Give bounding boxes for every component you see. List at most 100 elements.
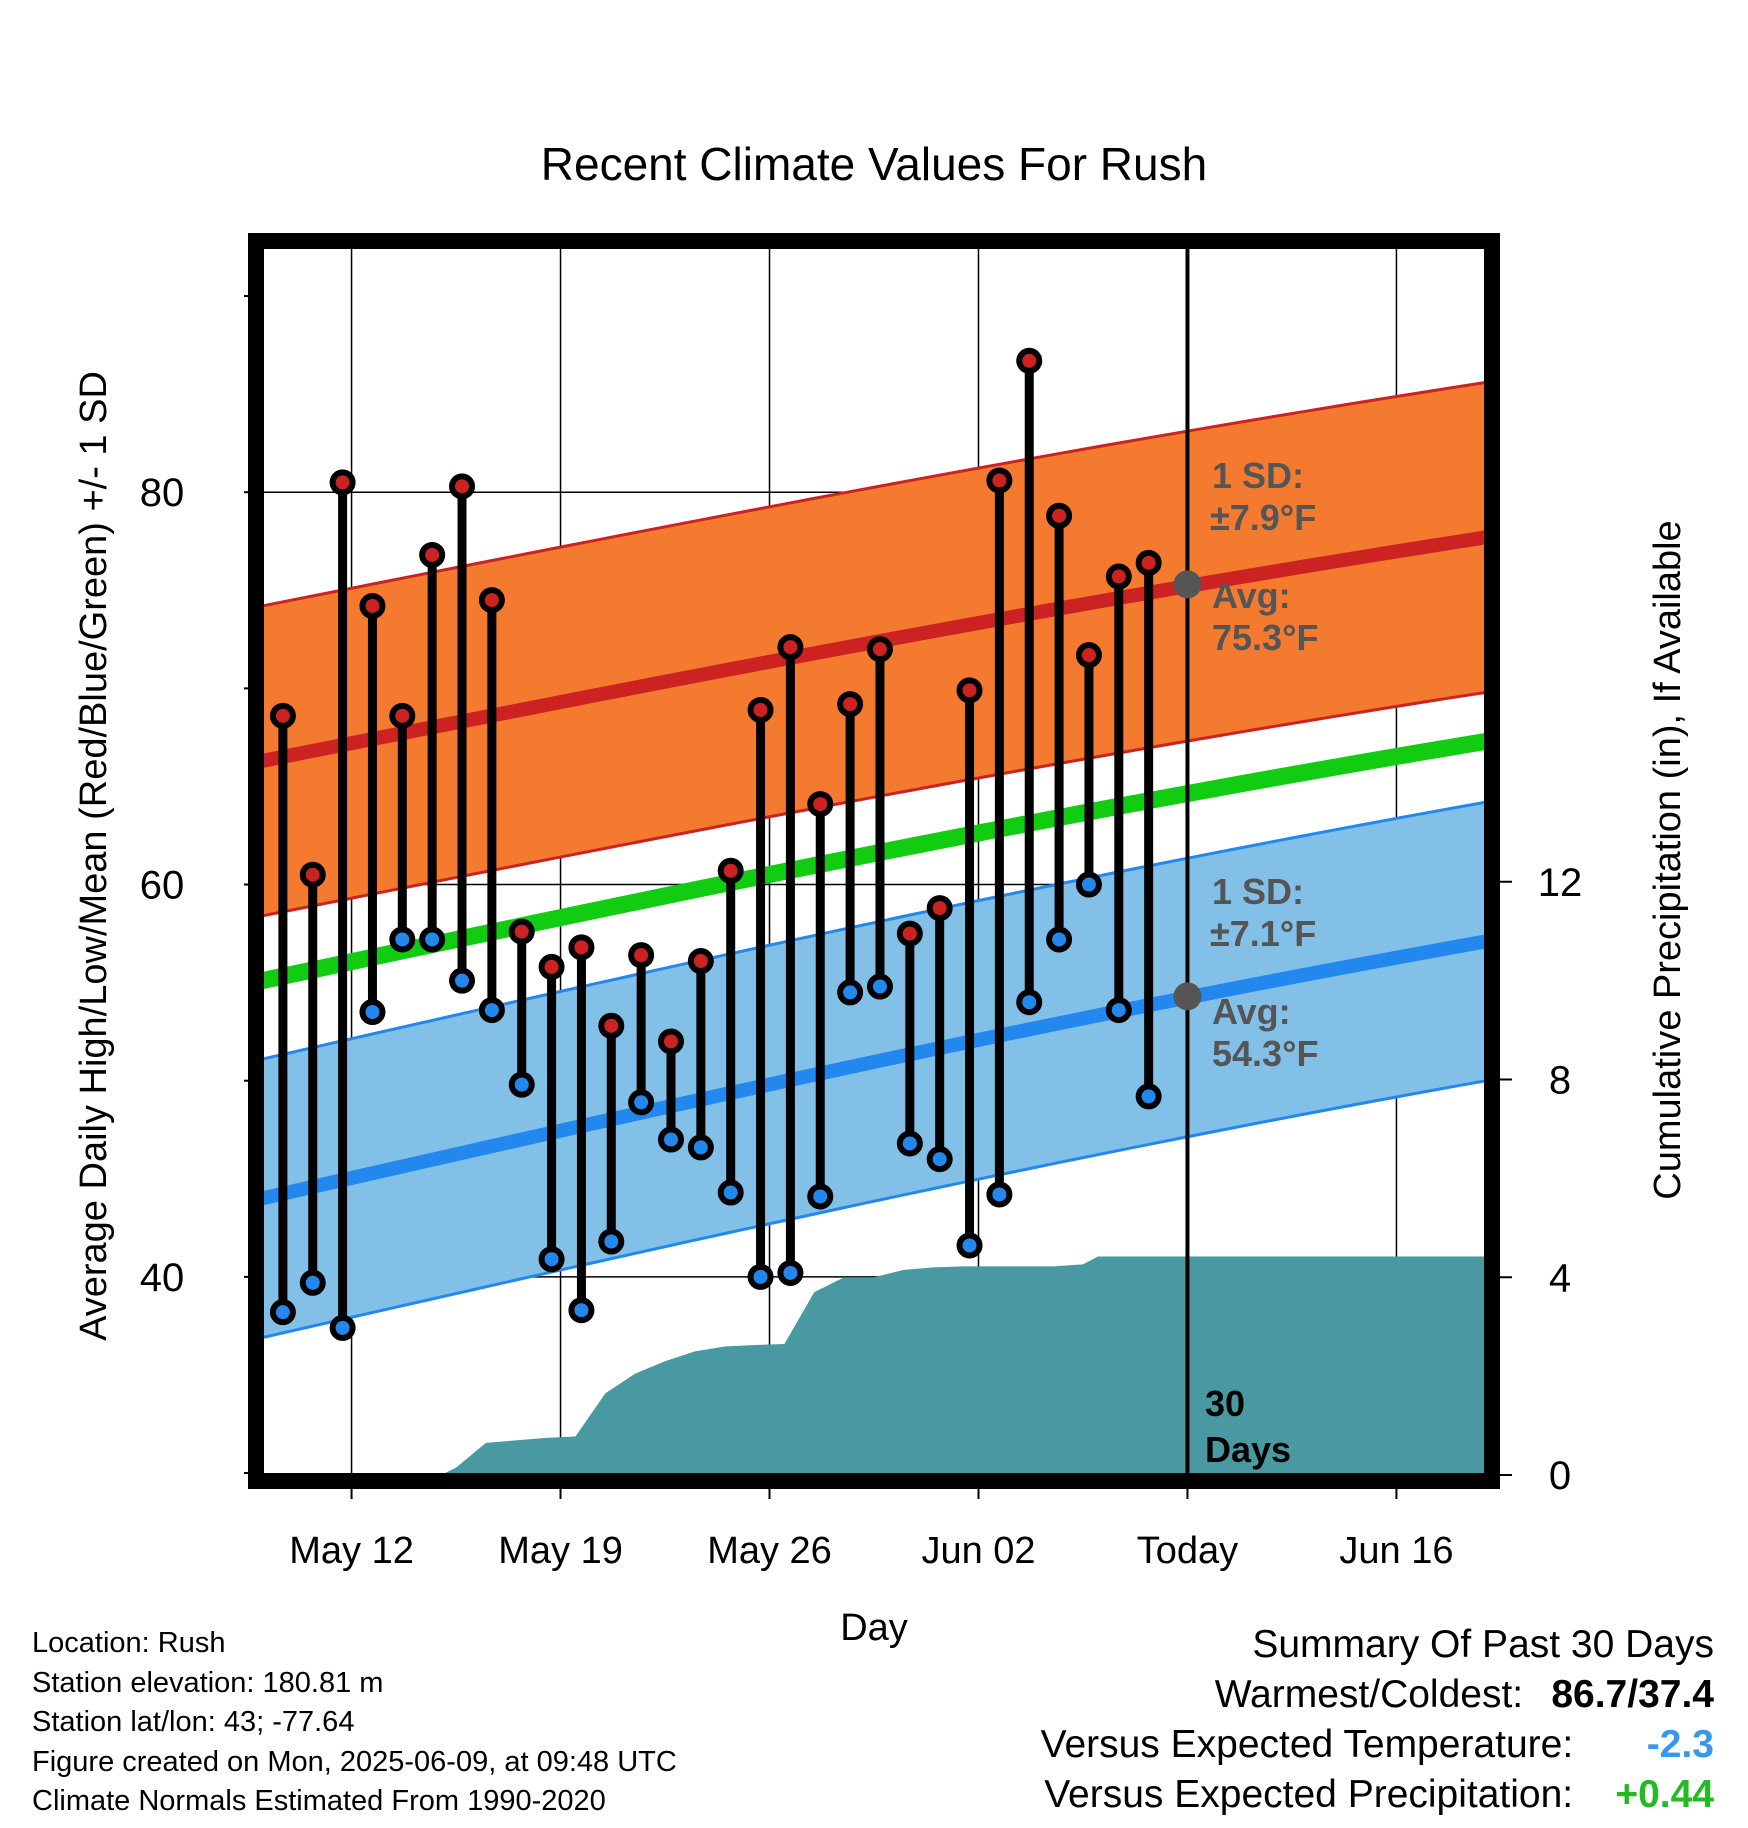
precip-value: +0.44 [1615,1773,1714,1816]
warm-cold-label: Warmest/Coldest: [1214,1673,1524,1716]
x-tick-label: May 19 [498,1530,623,1572]
y-right-tick-label: 0 [1549,1454,1571,1498]
day-observation [419,541,446,953]
day-observation [598,1012,625,1255]
temp-label: Versus Expected Temperature: [1040,1723,1574,1766]
temp-value: -2.3 [1646,1723,1714,1766]
daily-high-point [269,702,296,729]
daily-low-point [299,1269,326,1296]
daily-low-point [419,926,446,953]
daily-low-point [837,979,864,1006]
day-observation [837,691,864,1006]
low-avg-label: Avg: [1212,991,1291,1032]
daily-high-point [956,677,983,704]
daily-low-point [508,1071,535,1098]
day-observation [1075,642,1102,898]
annotations: 1 SD: ±7.9°F Avg: 75.3°F 1 SD: ±7.1°F Av… [1205,455,1318,1470]
daily-low-point [598,1228,625,1255]
high-avg-value: 75.3°F [1212,617,1318,658]
daily-low-point [1135,1083,1162,1110]
y-axis-right-label: Cumulative Precipitation (in), If Availa… [1647,520,1689,1199]
day-observation [538,953,565,1273]
daily-low-point [777,1259,804,1286]
day-observation [866,636,893,1000]
daily-low-point [717,1179,744,1206]
low-band-upper-edge [262,800,1486,1061]
day-observation [986,467,1013,1208]
daily-low-point [628,1089,655,1116]
daily-high-point [687,948,714,975]
day-observation [657,1028,684,1153]
normal-low-line [262,934,1486,1206]
low-avg-value: 54.3°F [1212,1033,1318,1074]
daily-high-point [657,1028,684,1055]
daily-high-point [1046,502,1073,529]
today-high-avg-point [1173,570,1202,599]
day-observation [299,861,326,1296]
y-right-tick-label: 4 [1549,1256,1571,1300]
summary-title: Summary Of Past 30 Days [1252,1623,1714,1666]
summary-warm-cold-row: Warmest/Coldest: 86.7/37.4 [1041,1670,1714,1720]
cumulative-precip-area [262,1256,1486,1475]
daily-high-point [717,857,744,884]
precip-label: Versus Expected Precipitation: [1044,1773,1574,1816]
daily-low-point [807,1183,834,1210]
summary-temp-row: Versus Expected Temperature: -2.3 [1041,1720,1714,1770]
day-observation [389,702,416,953]
day-observation [1046,502,1073,953]
normals-text: Climate Normals Estimated From 1990-2020 [32,1785,606,1817]
daily-high-point [299,861,326,888]
daily-high-point [866,636,893,663]
y-left-tick-label: 60 [140,864,185,908]
daily-observations [269,347,1162,1341]
day-observation [896,920,923,1157]
day-observation [807,791,834,1210]
daily-low-point [1016,989,1043,1016]
daily-low-point [747,1263,774,1290]
x-axis-label: Day [840,1607,908,1649]
daily-high-point [807,791,834,818]
daily-high-point [359,592,386,619]
daily-high-point [777,634,804,661]
daily-high-point [568,934,595,961]
day-observation [956,677,983,1259]
day-observation [269,702,296,1326]
daily-high-point [449,473,476,500]
daily-low-point [1075,871,1102,898]
low-sd-value: ±7.1°F [1210,913,1316,954]
y-right-tick-label: 12 [1538,861,1583,905]
day-observation [449,473,476,994]
location-text: Location: Rush [32,1627,226,1659]
x-tick-label: Jun 02 [921,1530,1035,1572]
created-text: Figure created on Mon, 2025-06-09, at 09… [32,1745,677,1778]
high-avg-label: Avg: [1212,575,1291,616]
summary-panel: Summary Of Past 30 Days Warmest/Coldest:… [1041,1620,1714,1820]
day-observation [717,857,744,1206]
summary-precip-row: Versus Expected Precipitation: +0.44 [1041,1770,1714,1820]
y-left-tick-label: 40 [140,1256,185,1300]
day-observation [1135,549,1162,1110]
warm-cold-value: 86.7/37.4 [1551,1673,1714,1716]
daily-low-point [926,1146,953,1173]
daily-high-point [837,691,864,718]
day-observation [478,587,505,1024]
day-observation [508,918,535,1098]
daily-high-point [478,587,505,614]
daily-high-point [896,920,923,947]
x-tick-label: Jun 16 [1339,1530,1453,1572]
station-info: Location: Rush Station elevation: 180.81… [32,1624,677,1822]
daily-low-point [896,1130,923,1157]
daily-low-point [986,1181,1013,1208]
daily-high-point [986,467,1013,494]
daily-high-point [1075,642,1102,669]
daily-low-point [389,926,416,953]
daily-low-point [956,1232,983,1259]
daily-high-point [628,942,655,969]
daily-high-point [747,696,774,723]
latlon-text: Station lat/lon: 43; -77.64 [32,1706,355,1738]
day-observation [568,934,595,1324]
daily-high-point [1135,549,1162,576]
days-word: Days [1205,1429,1291,1470]
high-sd-label: 1 SD: [1212,455,1304,496]
